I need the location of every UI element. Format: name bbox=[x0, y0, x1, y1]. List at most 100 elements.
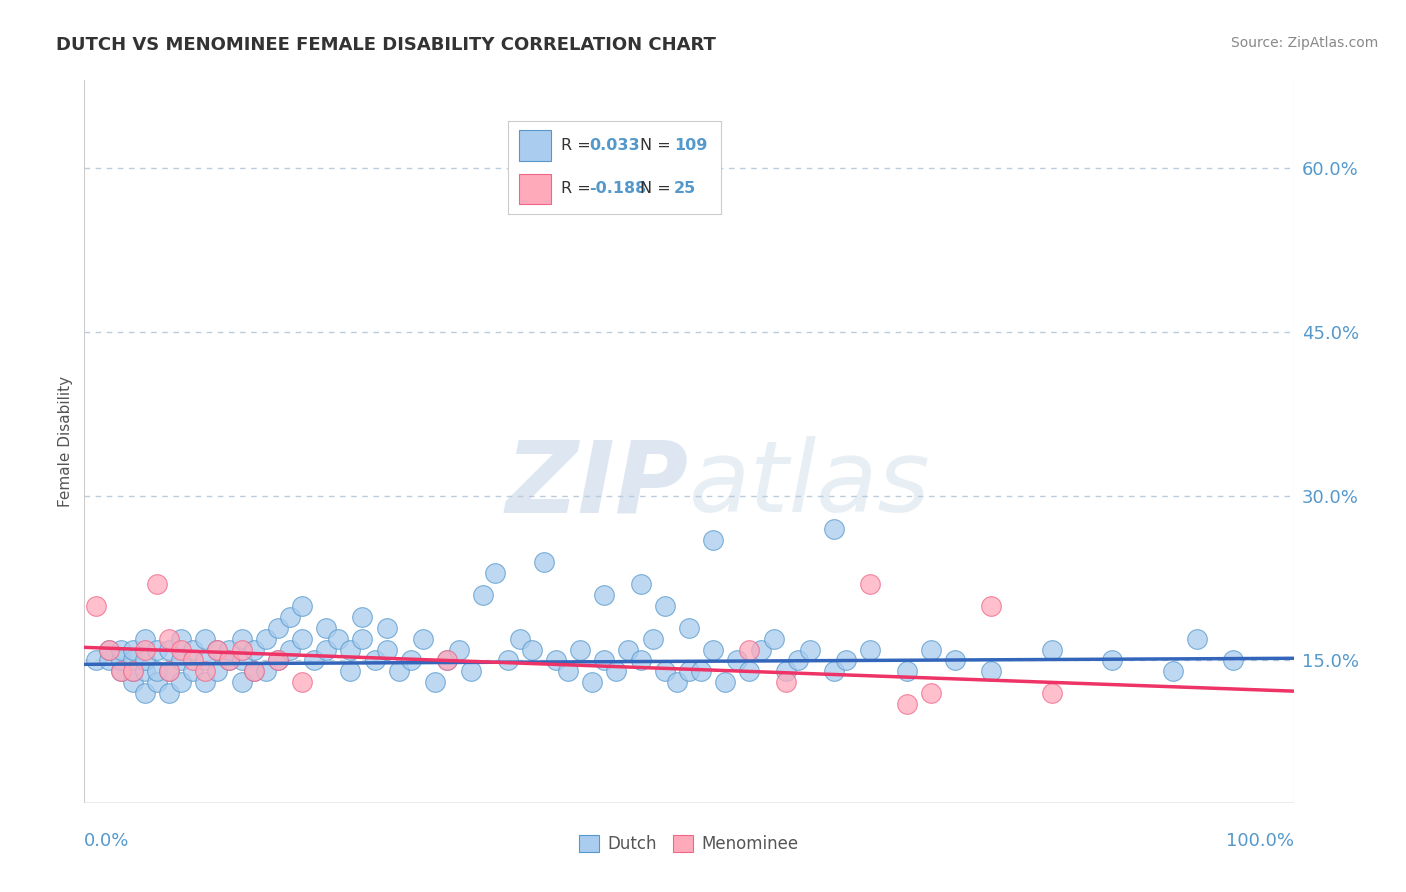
Point bbox=[121, 642, 143, 657]
Point bbox=[181, 665, 204, 679]
Point bbox=[110, 653, 132, 667]
Point bbox=[533, 555, 555, 569]
Point bbox=[157, 632, 180, 646]
Point bbox=[799, 642, 821, 657]
Point bbox=[920, 686, 942, 700]
Point bbox=[859, 642, 882, 657]
Point bbox=[242, 665, 264, 679]
Point bbox=[157, 642, 180, 657]
Point bbox=[399, 653, 422, 667]
Point bbox=[823, 522, 845, 536]
Point bbox=[97, 642, 120, 657]
Point bbox=[134, 653, 156, 667]
Point bbox=[775, 675, 797, 690]
Point bbox=[1040, 686, 1063, 700]
Point bbox=[194, 653, 217, 667]
Point bbox=[775, 665, 797, 679]
Point bbox=[97, 642, 120, 657]
Text: -0.188: -0.188 bbox=[589, 181, 647, 196]
Point bbox=[859, 577, 882, 591]
Point bbox=[496, 653, 519, 667]
Point bbox=[896, 698, 918, 712]
Point bbox=[315, 642, 337, 657]
Point bbox=[121, 653, 143, 667]
Y-axis label: Female Disability: Female Disability bbox=[58, 376, 73, 508]
Point bbox=[738, 642, 761, 657]
Point bbox=[170, 642, 193, 657]
Legend: Dutch, Menominee: Dutch, Menominee bbox=[572, 828, 806, 860]
Point bbox=[665, 675, 688, 690]
Point bbox=[980, 599, 1002, 613]
Point bbox=[702, 642, 724, 657]
Point bbox=[254, 632, 277, 646]
Point bbox=[207, 665, 229, 679]
Text: atlas: atlas bbox=[689, 436, 931, 533]
Point bbox=[291, 599, 314, 613]
Point bbox=[786, 653, 808, 667]
Point bbox=[278, 609, 301, 624]
Point bbox=[460, 665, 482, 679]
Point bbox=[472, 588, 495, 602]
Point bbox=[218, 642, 240, 657]
Point bbox=[146, 675, 169, 690]
Point bbox=[146, 665, 169, 679]
Point bbox=[1040, 642, 1063, 657]
Point bbox=[690, 665, 713, 679]
Point bbox=[436, 653, 458, 667]
Point bbox=[449, 642, 471, 657]
Point bbox=[1101, 653, 1123, 667]
Point bbox=[231, 642, 253, 657]
Point bbox=[1161, 665, 1184, 679]
Point bbox=[291, 632, 314, 646]
Point bbox=[436, 653, 458, 667]
Point bbox=[751, 642, 773, 657]
Point bbox=[86, 653, 108, 667]
Text: DUTCH VS MENOMINEE FEMALE DISABILITY CORRELATION CHART: DUTCH VS MENOMINEE FEMALE DISABILITY COR… bbox=[56, 36, 716, 54]
Point bbox=[352, 632, 374, 646]
Text: R =: R = bbox=[561, 138, 596, 153]
Point bbox=[678, 621, 700, 635]
Point bbox=[291, 675, 314, 690]
Point bbox=[738, 665, 761, 679]
Point bbox=[146, 642, 169, 657]
Point bbox=[593, 653, 616, 667]
Point bbox=[557, 665, 579, 679]
Point bbox=[134, 632, 156, 646]
Point bbox=[339, 665, 361, 679]
Point bbox=[980, 665, 1002, 679]
Point bbox=[207, 642, 229, 657]
Point bbox=[134, 665, 156, 679]
Point bbox=[823, 665, 845, 679]
Point bbox=[97, 653, 120, 667]
Point bbox=[110, 642, 132, 657]
Point bbox=[725, 653, 748, 667]
Point bbox=[520, 642, 543, 657]
Text: N =: N = bbox=[640, 181, 676, 196]
Point bbox=[218, 653, 240, 667]
Point bbox=[267, 653, 290, 667]
Point bbox=[134, 642, 156, 657]
Point bbox=[121, 675, 143, 690]
Point bbox=[423, 675, 446, 690]
Point bbox=[1222, 653, 1244, 667]
Point bbox=[654, 599, 676, 613]
Bar bbox=[519, 130, 551, 161]
Point bbox=[207, 642, 229, 657]
Text: 25: 25 bbox=[673, 181, 696, 196]
Point bbox=[157, 686, 180, 700]
Point bbox=[617, 642, 640, 657]
Point bbox=[194, 665, 217, 679]
Point bbox=[412, 632, 434, 646]
Point bbox=[181, 642, 204, 657]
Point bbox=[278, 642, 301, 657]
Point bbox=[593, 588, 616, 602]
Point bbox=[920, 642, 942, 657]
Point bbox=[194, 632, 217, 646]
Point bbox=[218, 653, 240, 667]
Text: 0.033: 0.033 bbox=[589, 138, 640, 153]
Point bbox=[678, 665, 700, 679]
Point bbox=[302, 653, 325, 667]
Point bbox=[388, 665, 411, 679]
Text: 100.0%: 100.0% bbox=[1226, 831, 1294, 850]
Text: R =: R = bbox=[561, 181, 596, 196]
